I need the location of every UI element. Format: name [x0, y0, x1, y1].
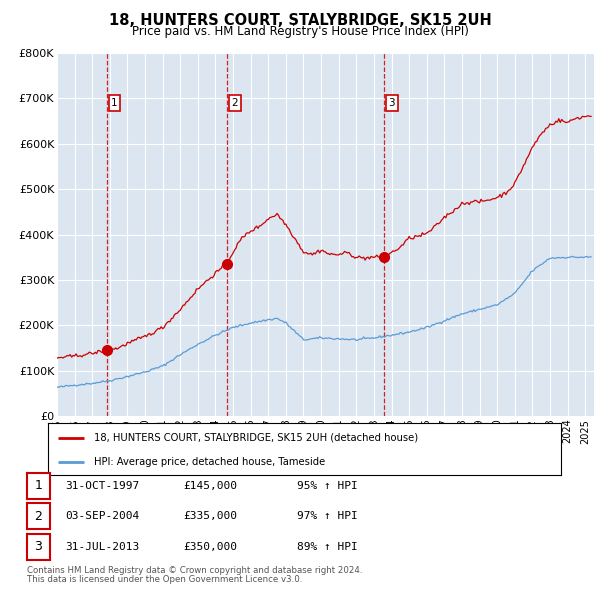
Text: 1: 1	[34, 479, 43, 492]
Text: £335,000: £335,000	[183, 512, 237, 521]
Text: 31-OCT-1997: 31-OCT-1997	[65, 481, 139, 490]
Text: 95% ↑ HPI: 95% ↑ HPI	[297, 481, 358, 490]
Text: Price paid vs. HM Land Registry's House Price Index (HPI): Price paid vs. HM Land Registry's House …	[131, 25, 469, 38]
Text: £145,000: £145,000	[183, 481, 237, 490]
Text: This data is licensed under the Open Government Licence v3.0.: This data is licensed under the Open Gov…	[27, 575, 302, 584]
Text: 31-JUL-2013: 31-JUL-2013	[65, 542, 139, 552]
Text: 3: 3	[389, 98, 395, 108]
Text: 89% ↑ HPI: 89% ↑ HPI	[297, 542, 358, 552]
Text: HPI: Average price, detached house, Tameside: HPI: Average price, detached house, Tame…	[94, 457, 325, 467]
Text: 03-SEP-2004: 03-SEP-2004	[65, 512, 139, 521]
Text: £350,000: £350,000	[183, 542, 237, 552]
Text: 3: 3	[34, 540, 43, 553]
Text: Contains HM Land Registry data © Crown copyright and database right 2024.: Contains HM Land Registry data © Crown c…	[27, 566, 362, 575]
Text: 97% ↑ HPI: 97% ↑ HPI	[297, 512, 358, 521]
Text: 1: 1	[111, 98, 118, 108]
Text: 18, HUNTERS COURT, STALYBRIDGE, SK15 2UH (detached house): 18, HUNTERS COURT, STALYBRIDGE, SK15 2UH…	[94, 432, 418, 442]
Text: 2: 2	[34, 510, 43, 523]
Text: 18, HUNTERS COURT, STALYBRIDGE, SK15 2UH: 18, HUNTERS COURT, STALYBRIDGE, SK15 2UH	[109, 13, 491, 28]
Text: 2: 2	[232, 98, 238, 108]
